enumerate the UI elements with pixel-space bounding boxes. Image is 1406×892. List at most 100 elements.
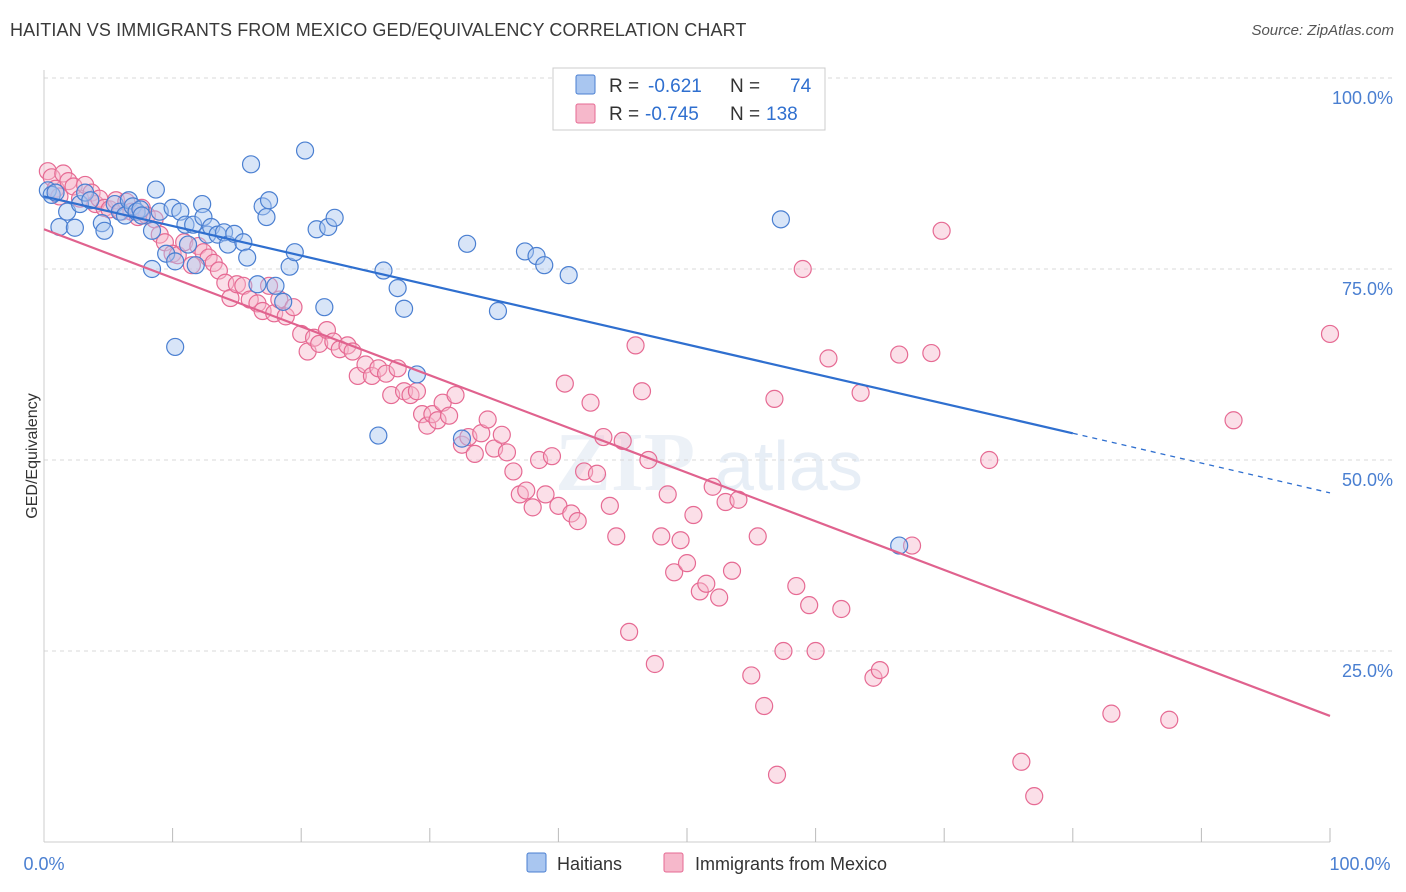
mexico-point <box>607 527 626 546</box>
trend-lines <box>43 195 1331 717</box>
legend-r-label: R = <box>609 76 639 97</box>
mexico-point <box>555 374 574 393</box>
mexico-point <box>1224 411 1243 430</box>
y-tick-label: 25.0% <box>1342 661 1393 681</box>
y-axis-title: GED/Equivalency <box>24 393 41 518</box>
mexico-point <box>562 504 581 523</box>
haitian-point <box>248 275 267 294</box>
haitian-point <box>142 221 162 240</box>
haitian-point <box>46 183 65 202</box>
mexico-point <box>902 536 922 555</box>
mexico-point <box>1320 324 1340 344</box>
legend-r-value: -0.621 <box>648 76 702 97</box>
haitian-point <box>488 301 508 321</box>
haitian-point <box>266 276 285 295</box>
legend-n-value: 138 <box>766 104 798 125</box>
haitian-point <box>535 256 554 275</box>
mexico-point <box>1012 752 1031 771</box>
mexico-point <box>600 496 619 515</box>
haitian-point <box>394 299 414 318</box>
mexico-point <box>362 366 382 386</box>
mexico-point <box>517 481 536 500</box>
y-tick-label: 50.0% <box>1342 470 1393 490</box>
haitian-point <box>166 252 185 271</box>
mexico-point <box>568 512 587 531</box>
mexico-point <box>765 389 784 408</box>
mexico-point <box>767 765 787 784</box>
mexico-point <box>428 411 447 430</box>
mexico-point <box>748 527 767 546</box>
mexico-point <box>581 393 600 412</box>
legend: R = -0.621 N = 74 R = -0.745 N = 138 <box>552 67 826 131</box>
haitian-point <box>257 207 276 227</box>
haitian-point <box>307 220 326 239</box>
mexico-point <box>932 221 951 240</box>
mexico-trend-line <box>43 228 1331 717</box>
mexico-point <box>1025 787 1044 806</box>
mexico-point <box>652 527 671 546</box>
series-immigrants-from-mexico <box>38 162 1340 806</box>
mexico-point <box>710 588 729 607</box>
mexico-point <box>665 563 684 582</box>
haitian-point <box>457 234 477 253</box>
x-ticks <box>172 828 1331 842</box>
x-tick-label-max: 100.0% <box>1329 854 1390 874</box>
mexico-point <box>465 444 484 463</box>
haitian-point <box>193 194 212 214</box>
legend-r-value: -0.745 <box>645 104 699 125</box>
mexico-point <box>671 531 690 550</box>
mexico-point <box>677 554 697 573</box>
legend-n-label: N = <box>730 76 760 97</box>
haitian-point <box>325 208 344 227</box>
mexico-point <box>793 259 812 279</box>
haitian-point <box>166 337 185 357</box>
chart-title: HAITIAN VS IMMIGRANTS FROM MEXICO GED/EQ… <box>10 20 747 40</box>
legend-r-label: R = <box>609 104 639 125</box>
bottom-legend: Haitians Immigrants from Mexico <box>526 852 887 874</box>
mexico-point <box>259 276 279 295</box>
haitian-point <box>65 218 84 237</box>
mexico-point <box>418 416 437 435</box>
mexico-point <box>787 576 806 596</box>
mexico-point <box>446 385 465 405</box>
mexico-point <box>626 336 645 355</box>
mexico-point <box>492 425 511 444</box>
mexico-point <box>819 349 838 368</box>
haitian-point <box>132 206 151 225</box>
haitian-point <box>515 242 535 261</box>
haitians-trend-extension <box>1072 432 1331 494</box>
mexico-point <box>632 382 652 401</box>
haitian-point <box>369 426 388 445</box>
legend-n-label: N = <box>730 104 760 125</box>
mexico-point <box>690 582 709 601</box>
mexico-point <box>620 622 639 642</box>
mexico-point <box>684 505 703 525</box>
haitian-point <box>388 279 407 298</box>
mexico-point <box>1160 710 1179 729</box>
mexico-point <box>376 364 396 383</box>
haitian-point <box>238 248 257 267</box>
haitian-point <box>295 141 315 160</box>
x-tick-label-min: 0.0% <box>23 854 64 874</box>
mexico-point <box>806 641 825 661</box>
haitian-point <box>178 235 198 254</box>
mexico-point <box>800 596 819 615</box>
series-haitians <box>38 141 909 555</box>
haitian-point <box>274 292 293 311</box>
haitians-trend-line <box>43 195 1074 435</box>
mexico-point <box>870 660 890 680</box>
mexico-point <box>504 462 523 481</box>
mexico-point <box>1102 704 1121 723</box>
legend-swatch-mexico <box>575 103 596 124</box>
haitian-point <box>527 246 546 266</box>
y-tick-label: 100.0% <box>1332 88 1393 108</box>
haitian-point <box>315 298 334 317</box>
mexico-point <box>722 561 742 580</box>
mexico-point <box>536 485 555 504</box>
mexico-point <box>452 435 472 454</box>
mexico-point <box>980 450 999 470</box>
mexico-point <box>755 696 774 716</box>
haitian-point <box>559 266 578 285</box>
mexico-point <box>310 334 329 353</box>
